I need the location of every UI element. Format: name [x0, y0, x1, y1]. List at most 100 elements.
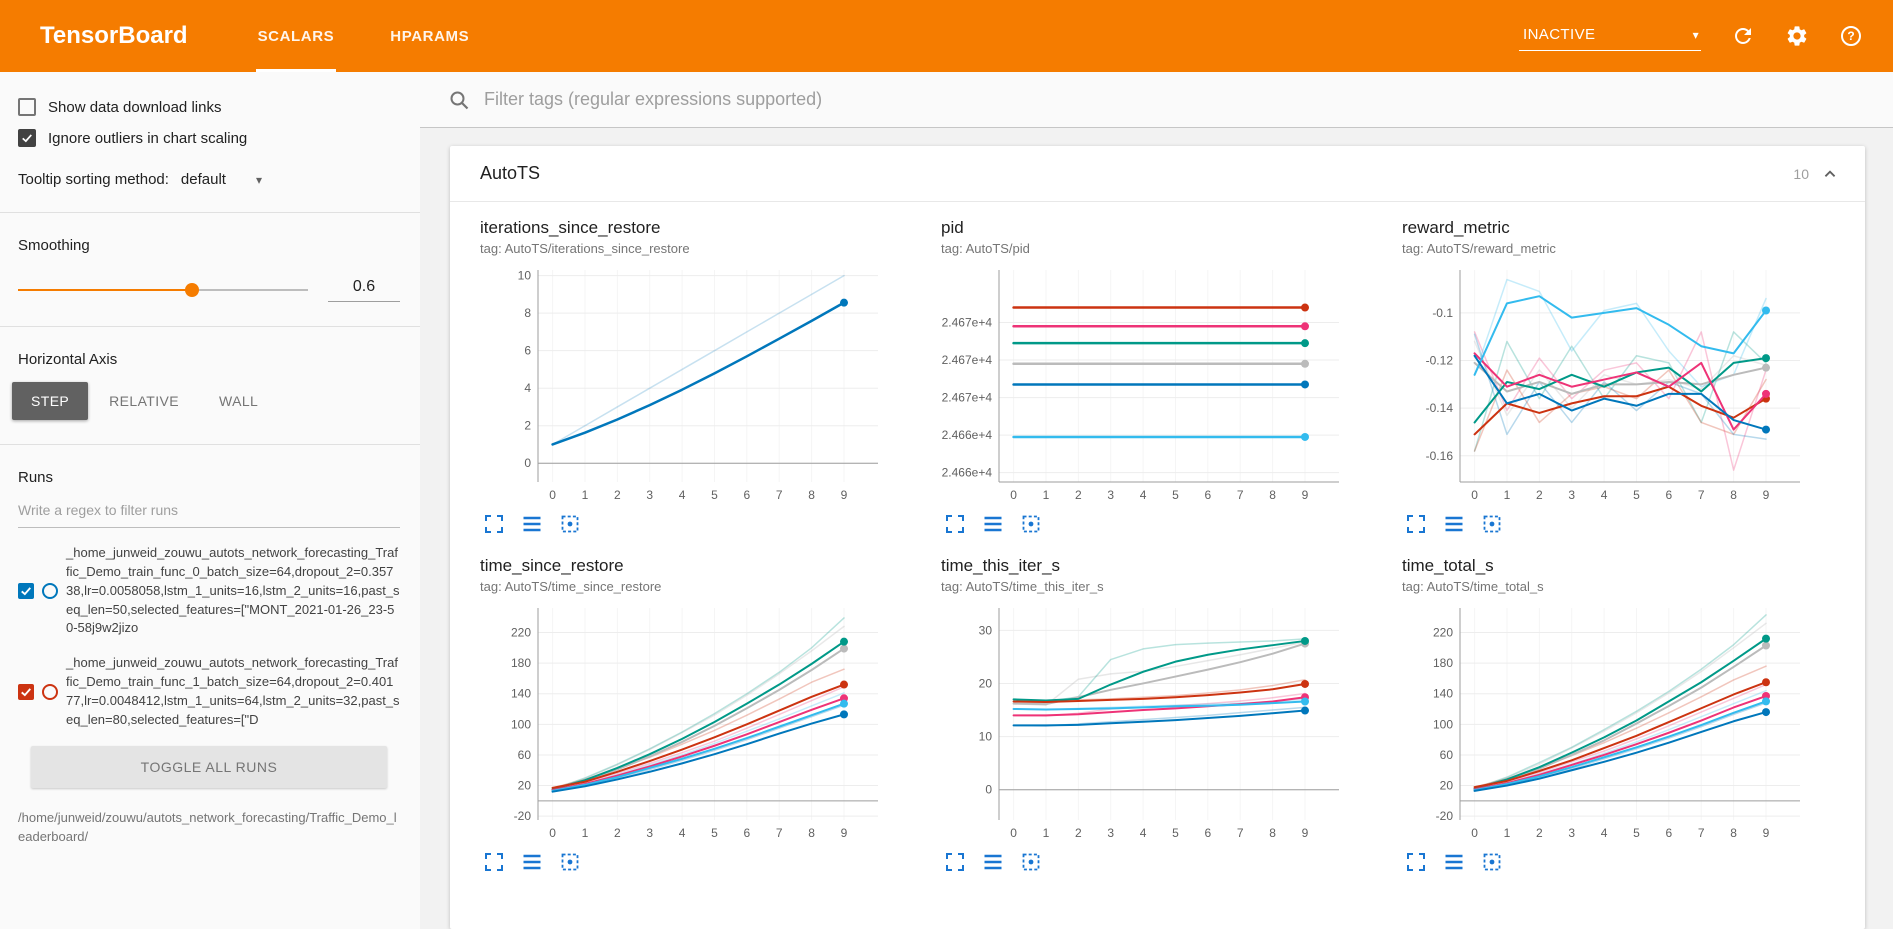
- svg-text:2: 2: [614, 826, 621, 840]
- run-data-button[interactable]: [518, 510, 546, 538]
- run-checkbox[interactable]: [18, 583, 34, 600]
- chart-plot[interactable]: 0 2 4 6 8 10 0 1 2 3 4 5 6 7 8 9: [480, 262, 890, 506]
- data-lines-icon: [523, 516, 541, 532]
- expand-icon: [485, 853, 503, 871]
- expand-chart-button[interactable]: [480, 848, 508, 876]
- fit-domain-button[interactable]: [1478, 848, 1506, 876]
- step-button[interactable]: STEP: [12, 382, 89, 420]
- ignore-outliers-row[interactable]: Ignore outliers in chart scaling: [18, 129, 400, 147]
- run-data-button[interactable]: [1440, 510, 1468, 538]
- svg-text:3: 3: [1568, 488, 1575, 502]
- runs-list: _home_junweid_zouwu_autots_network_forec…: [18, 544, 400, 730]
- runs-filter-input[interactable]: [18, 492, 400, 528]
- slider-track[interactable]: [18, 289, 308, 291]
- svg-text:3: 3: [1107, 488, 1114, 502]
- chart-plot[interactable]: 2.467e+4 2.467e+4 2.467e+4 2.466e+4 2.466e+4…: [941, 262, 1351, 506]
- horizontal-axis-buttons: STEP RELATIVE WALL: [12, 382, 400, 420]
- slider-knob[interactable]: [185, 283, 199, 297]
- tag-filter-input[interactable]: [482, 88, 1881, 111]
- check-icon: [22, 134, 32, 143]
- fit-domain-button[interactable]: [556, 848, 584, 876]
- page-body: Show data download links Ignore outliers…: [0, 72, 1893, 929]
- svg-text:-0.12: -0.12: [1426, 354, 1454, 368]
- help-icon: ?: [1841, 26, 1861, 46]
- toggle-all-runs-button[interactable]: TOGGLE ALL RUNS: [31, 745, 387, 788]
- settings-button[interactable]: [1785, 24, 1809, 48]
- relative-button[interactable]: RELATIVE: [90, 382, 198, 420]
- run-checkbox[interactable]: [18, 683, 34, 700]
- fit-domain-icon: [561, 853, 579, 871]
- expand-chart-button[interactable]: [941, 848, 969, 876]
- sidebar: Show data download links Ignore outliers…: [0, 72, 420, 929]
- svg-text:8: 8: [1269, 826, 1276, 840]
- svg-text:2: 2: [1075, 826, 1082, 840]
- fit-domain-button[interactable]: [1478, 510, 1506, 538]
- help-button[interactable]: ?: [1839, 24, 1863, 48]
- svg-text:2.467e+4: 2.467e+4: [942, 391, 993, 405]
- svg-text:2.466e+4: 2.466e+4: [942, 428, 993, 442]
- smoothing-slider[interactable]: [18, 282, 308, 298]
- svg-text:1: 1: [1504, 488, 1511, 502]
- svg-text:-20: -20: [514, 809, 532, 823]
- autots-card: AutoTS 10 iterations_since_restore tag: …: [450, 146, 1865, 929]
- fit-domain-button[interactable]: [1017, 848, 1045, 876]
- fit-domain-button[interactable]: [1017, 510, 1045, 538]
- data-lines-icon: [523, 854, 541, 870]
- run-radio[interactable]: [42, 583, 58, 600]
- expand-chart-button[interactable]: [941, 510, 969, 538]
- smoothing-label: Smoothing: [18, 237, 90, 254]
- chart-tag: tag: AutoTS/pid: [941, 241, 1030, 256]
- status-dropdown[interactable]: INACTIVE ▾: [1519, 21, 1701, 51]
- chart-tag: tag: AutoTS/time_total_s: [1402, 579, 1544, 594]
- chart-plot[interactable]: -0.1 -0.12 -0.14 -0.16 0 1 2 3 4 5 6 7 8 9: [1402, 262, 1812, 506]
- svg-text:8: 8: [808, 488, 815, 502]
- svg-text:0: 0: [549, 826, 556, 840]
- show-download-links-row[interactable]: Show data download links: [18, 98, 400, 116]
- smoothing-value-input[interactable]: 0.6: [328, 278, 400, 302]
- checkbox-checked-icon[interactable]: [18, 129, 36, 147]
- run-data-button[interactable]: [518, 848, 546, 876]
- chart-plot[interactable]: 220 180 140 100 60 20 -20 0 1 2 3 4 5 6 7 8 9: [480, 600, 890, 844]
- svg-text:6: 6: [524, 344, 531, 358]
- checkbox-unchecked-icon[interactable]: [18, 98, 36, 116]
- tooltip-sorting-select[interactable]: default ▾: [181, 171, 262, 188]
- expand-chart-button[interactable]: [480, 510, 508, 538]
- show-download-links-label: Show data download links: [48, 98, 222, 116]
- refresh-button[interactable]: [1731, 24, 1755, 48]
- svg-text:2.466e+4: 2.466e+4: [942, 466, 993, 480]
- chevron-up-icon[interactable]: [1819, 163, 1841, 185]
- tab-scalars[interactable]: SCALARS: [230, 0, 363, 72]
- run-data-button[interactable]: [979, 510, 1007, 538]
- svg-text:7: 7: [1237, 826, 1244, 840]
- svg-text:1: 1: [582, 488, 589, 502]
- svg-text:6: 6: [1666, 488, 1673, 502]
- chart-plot[interactable]: 220 180 140 100 60 20 -20 0 1 2 3 4 5 6 7 8 9: [1402, 600, 1812, 844]
- run-label: _home_junweid_zouwu_autots_network_forec…: [66, 545, 400, 636]
- chart-plot[interactable]: 30 20 10 0 0 1 2 3 4 5 6 7 8 9: [941, 600, 1351, 844]
- autots-card-header[interactable]: AutoTS 10: [450, 146, 1865, 202]
- svg-text:9: 9: [1302, 488, 1309, 502]
- tab-hparams[interactable]: HPARAMS: [390, 27, 470, 45]
- run-radio[interactable]: [42, 683, 58, 700]
- tag-filter-row: [420, 72, 1893, 128]
- data-lines-icon: [1445, 516, 1463, 532]
- wall-button[interactable]: WALL: [200, 382, 277, 420]
- fit-domain-button[interactable]: [556, 510, 584, 538]
- run-data-button[interactable]: [979, 848, 1007, 876]
- svg-text:100: 100: [511, 717, 531, 731]
- run-item[interactable]: _home_junweid_zouwu_autots_network_forec…: [18, 654, 400, 729]
- fit-domain-icon: [1022, 515, 1040, 533]
- tooltip-sorting-label: Tooltip sorting method:: [18, 171, 169, 188]
- ignore-outliers-label: Ignore outliers in chart scaling: [48, 129, 248, 147]
- expand-chart-button[interactable]: [1402, 848, 1430, 876]
- svg-text:10: 10: [979, 730, 993, 744]
- run-item[interactable]: _home_junweid_zouwu_autots_network_forec…: [18, 544, 400, 638]
- svg-text:7: 7: [1698, 826, 1705, 840]
- run-data-button[interactable]: [1440, 848, 1468, 876]
- chart-card: time_this_iter_s tag: AutoTS/time_this_i…: [941, 556, 1374, 876]
- svg-text:7: 7: [1237, 488, 1244, 502]
- fit-domain-icon: [561, 515, 579, 533]
- expand-chart-button[interactable]: [1402, 510, 1430, 538]
- svg-text:180: 180: [1433, 656, 1453, 670]
- svg-text:-20: -20: [1436, 809, 1454, 823]
